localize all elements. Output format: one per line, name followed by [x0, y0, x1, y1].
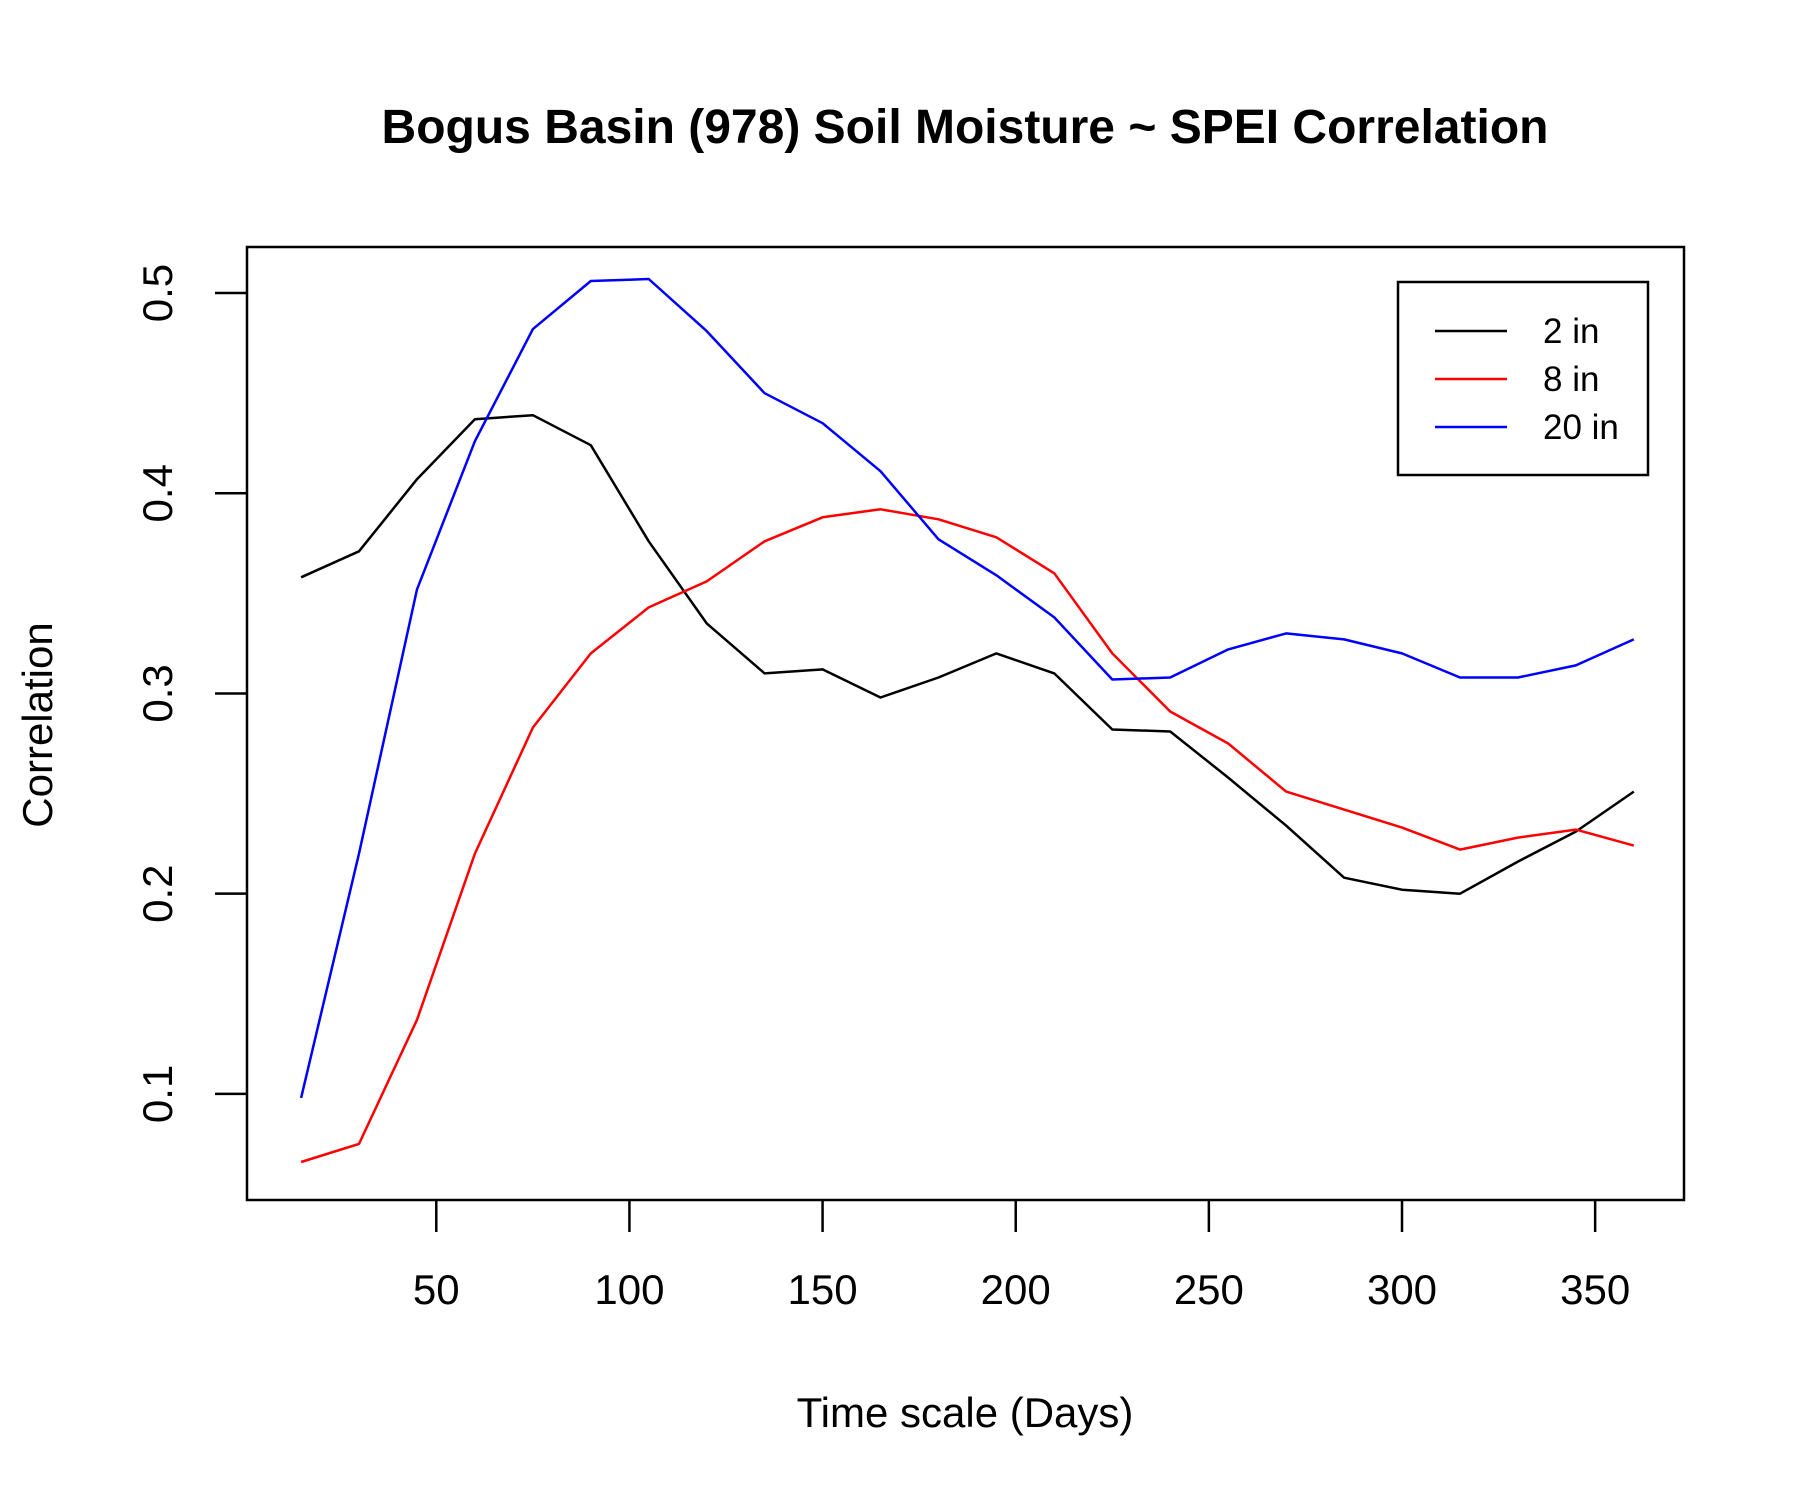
plot-area [245, 245, 1686, 1202]
legend-label: 8 in [1543, 360, 1599, 399]
x-tick-label: 150 [788, 1266, 858, 1313]
y-tick-label: 0.5 [134, 264, 181, 322]
y-axis: 0.1 0.2 0.3 0.4 0.5 [134, 264, 247, 1123]
x-tick-label: 250 [1174, 1266, 1244, 1313]
x-tick-label: 200 [981, 1266, 1051, 1313]
y-tick-label: 0.2 [134, 864, 181, 922]
chart-title: Bogus Basin (978) Soil Moisture ~ SPEI C… [382, 101, 1549, 154]
x-axis-title: Time scale (Days) [797, 1389, 1134, 1436]
y-axis-title: Correlation [14, 622, 61, 827]
x-tick-label: 100 [594, 1266, 664, 1313]
series-line-1 [300, 508, 1635, 1164]
series-group [299, 277, 1635, 1164]
series-line-0 [300, 413, 1635, 895]
x-tick-label: 300 [1367, 1266, 1437, 1313]
legend: 2 in 8 in 20 in [1396, 280, 1650, 477]
series-line-2 [299, 277, 1635, 1099]
x-tick-label: 350 [1560, 1266, 1630, 1313]
x-axis: 50 100 150 200 250 300 350 [413, 1200, 1630, 1313]
legend-label: 2 in [1543, 312, 1599, 351]
y-tick-label: 0.1 [134, 1065, 181, 1123]
y-tick-label: 0.3 [134, 664, 181, 722]
y-tick-label: 0.4 [134, 464, 181, 522]
x-tick-label: 50 [413, 1266, 460, 1313]
plot-frame [245, 245, 1686, 1202]
legend-label: 20 in [1543, 408, 1619, 447]
